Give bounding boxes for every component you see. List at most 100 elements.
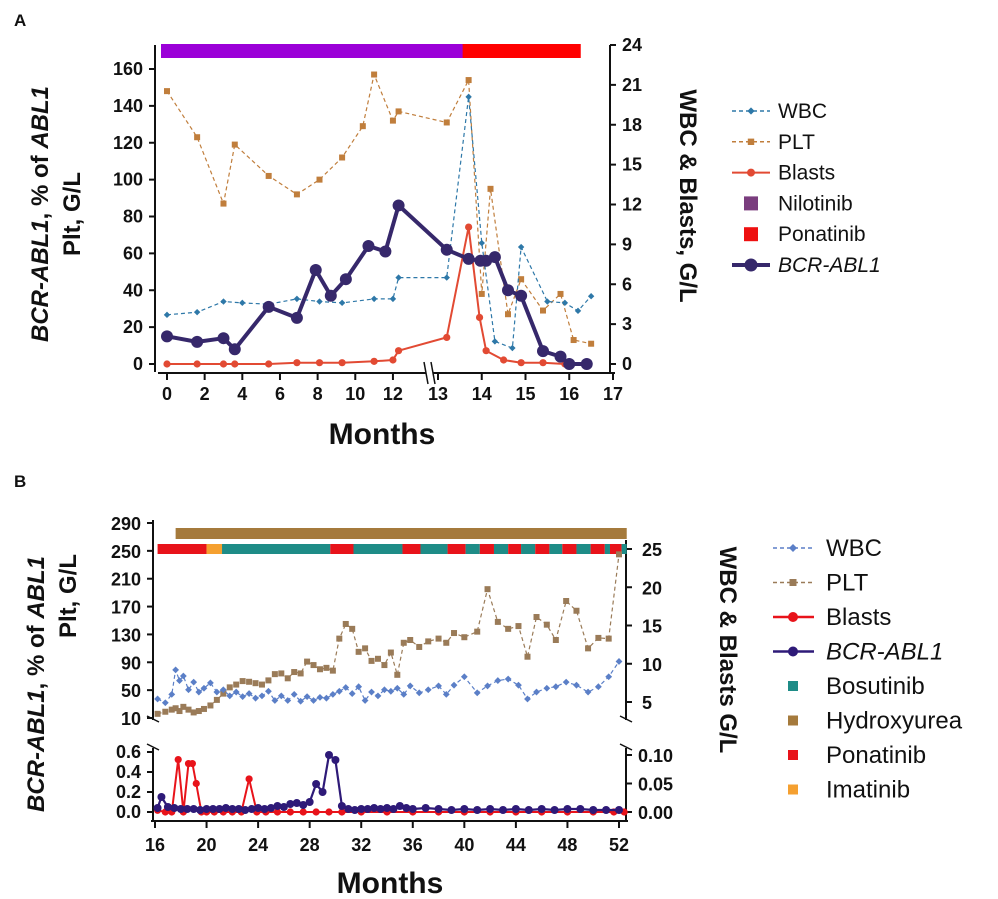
legend-marker-a xyxy=(747,107,755,115)
legend-marker-b xyxy=(789,544,797,552)
x-axis-label-a: Months xyxy=(329,418,436,451)
data-point-b-bcr-abl1 xyxy=(576,805,585,813)
y-axis-label-b-left-line2: Plt, G/L xyxy=(55,554,82,638)
data-point-b-plt xyxy=(616,551,622,558)
data-point-b-blasts xyxy=(192,779,200,788)
tick-label-a-left: 0 xyxy=(133,354,143,374)
data-point-b-bcr-abl1 xyxy=(383,804,391,812)
axis-b-break-mark xyxy=(619,715,633,723)
tick-label-a-bottom: 17 xyxy=(603,384,623,404)
legend-marker-a xyxy=(744,258,758,272)
data-point-b-bcr-abl1 xyxy=(196,806,205,814)
data-point-b-wbc xyxy=(239,693,247,701)
data-point-b-wbc xyxy=(515,681,522,689)
data-point-a-plt xyxy=(540,307,546,314)
legend-label-b: Ponatinib xyxy=(826,742,926,769)
data-point-b-plt xyxy=(416,643,423,650)
data-point-a-plt xyxy=(518,276,525,283)
data-point-b-wbc xyxy=(329,690,337,698)
tick-label-b-bottom: 28 xyxy=(300,835,320,855)
y-axis-label-b-left-part: , % of xyxy=(23,619,50,690)
data-point-b-wbc xyxy=(213,688,221,696)
treatment-bar-b-ponatinib xyxy=(508,544,522,554)
data-point-b-bcr-abl1 xyxy=(563,805,572,813)
data-point-b-plt xyxy=(195,708,202,715)
tick-label-a-left: 40 xyxy=(123,280,143,300)
tick-label-b-right-upper: 25 xyxy=(642,540,662,560)
data-point-a-bcr-abl1 xyxy=(462,252,475,265)
data-point-a-wbc xyxy=(316,298,323,305)
legend-marker-b xyxy=(789,579,797,586)
data-point-b-wbc xyxy=(573,681,580,689)
y-axis-label-b-left-part: BCR-ABL1 xyxy=(23,689,50,812)
data-point-b-plt xyxy=(154,710,161,717)
data-point-a-plt xyxy=(443,119,450,126)
data-point-b-plt xyxy=(284,675,291,682)
tick-label-b-right-lower: 0.00 xyxy=(638,803,673,823)
data-point-b-bcr-abl1 xyxy=(241,806,250,814)
data-point-b-plt xyxy=(278,670,285,677)
tick-label-b-right-upper: 10 xyxy=(642,655,662,675)
data-point-b-wbc xyxy=(168,690,176,698)
data-point-a-blasts xyxy=(231,360,239,368)
legend-label-b: Blasts xyxy=(826,604,891,631)
data-point-b-bcr-abl1 xyxy=(299,801,308,809)
data-point-a-bcr-abl1 xyxy=(324,289,337,302)
data-point-a-blasts xyxy=(482,347,490,355)
tick-label-a-left: 60 xyxy=(123,243,143,263)
data-point-b-plt xyxy=(271,671,278,678)
data-point-a-bcr-abl1 xyxy=(488,251,501,264)
data-point-b-wbc xyxy=(323,694,330,702)
data-point-b-wbc xyxy=(484,682,491,690)
tick-label-b-bottom: 44 xyxy=(506,835,526,855)
data-point-a-wbc xyxy=(517,243,525,251)
data-point-a-bcr-abl1 xyxy=(440,243,453,256)
data-point-b-bcr-abl1 xyxy=(376,805,385,813)
data-point-b-wbc xyxy=(185,686,192,694)
axis-b-break-mark xyxy=(619,743,633,751)
data-point-b-bcr-abl1 xyxy=(434,805,443,813)
data-point-b-plt xyxy=(573,607,580,614)
data-point-a-plt xyxy=(316,176,323,183)
data-point-b-plt xyxy=(180,703,187,710)
y-axis-label-a-left: BCR-ABL1, % of ABL1 xyxy=(27,86,54,342)
data-point-b-plt xyxy=(316,666,323,673)
data-point-b-bcr-abl1 xyxy=(447,806,456,814)
tick-label-b-left-upper: 250 xyxy=(111,542,141,562)
data-point-b-wbc xyxy=(277,692,285,700)
tick-label-a-bottom: 15 xyxy=(515,384,535,404)
data-point-b-wbc xyxy=(393,684,401,692)
data-point-b-wbc xyxy=(524,695,531,703)
legend-label-a: Blasts xyxy=(778,162,835,185)
y-axis-label-a-right: WBC & Blasts, G/L xyxy=(674,89,701,302)
data-point-b-bcr-abl1 xyxy=(254,804,263,812)
treatment-bar-b-ponatinib xyxy=(402,544,421,554)
data-point-b-bcr-abl1 xyxy=(247,805,256,813)
data-point-a-bcr-abl1 xyxy=(362,240,375,252)
legend-marker-b xyxy=(788,646,798,657)
data-point-b-wbc xyxy=(387,687,395,695)
data-point-b-blasts xyxy=(273,808,282,816)
tick-label-a-left: 120 xyxy=(113,133,143,153)
data-point-a-bcr-abl1 xyxy=(161,330,173,343)
data-point-b-wbc xyxy=(303,693,311,701)
data-point-b-plt xyxy=(342,620,349,627)
data-point-a-bcr-abl1 xyxy=(290,311,303,324)
data-point-b-bcr-abl1 xyxy=(312,780,321,788)
data-point-a-blasts xyxy=(517,359,525,367)
data-point-b-plt xyxy=(563,598,570,604)
data-point-b-bcr-abl1 xyxy=(602,806,611,814)
data-point-b-bcr-abl1 xyxy=(157,793,166,801)
treatment-bar-b-bosutinib xyxy=(521,544,536,554)
data-point-b-wbc xyxy=(406,682,414,690)
data-point-a-wbc xyxy=(220,298,227,305)
legend-marker-a xyxy=(747,168,755,177)
data-point-a-plt xyxy=(478,290,485,297)
data-point-a-blasts xyxy=(163,360,171,368)
data-point-a-bcr-abl1 xyxy=(537,345,549,358)
legend-label-a: Ponatinib xyxy=(778,223,866,246)
y-axis-label-b-left-part: ABL1 xyxy=(23,556,50,620)
tick-label-b-right-upper: 20 xyxy=(642,578,662,598)
data-point-b-plt xyxy=(172,705,179,712)
data-point-b-wbc xyxy=(615,658,623,665)
